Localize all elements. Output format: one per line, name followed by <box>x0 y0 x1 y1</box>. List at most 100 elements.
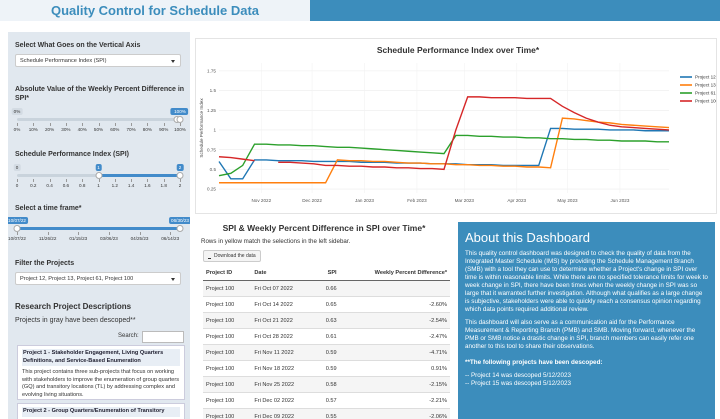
slider-min-label: 0 <box>13 164 21 171</box>
table-cell: Fri Dec 02 2022 <box>251 392 316 409</box>
x-tick-label: Dec 2022 <box>302 198 322 203</box>
slider-tick <box>114 123 116 126</box>
slider-value: 100% <box>172 108 188 115</box>
table-cell <box>339 280 450 297</box>
slider-handle[interactable] <box>176 225 184 232</box>
table-row: Project 100 Fri Dec 02 2022 0.57 -2.21% <box>203 392 450 409</box>
x-tick-label: Apr 2023 <box>507 198 526 203</box>
slider-tick <box>17 123 18 126</box>
table-cell: -2.15% <box>339 376 450 393</box>
slider-tick <box>147 179 149 182</box>
x-tick-label: Jun 2023 <box>610 198 629 203</box>
legend-label: Project 13 <box>695 83 716 88</box>
table-cell: Fri Oct 28 2022 <box>251 328 316 345</box>
input-label: Filter the Projects <box>15 260 75 267</box>
slider-tick <box>78 232 80 235</box>
table-row: Project 100 Fri Nov 11 2022 0.59 -4.71% <box>203 344 450 361</box>
slider-tick <box>33 179 35 182</box>
slider-tick-label: 10/07/22 <box>8 236 26 241</box>
input-label: Select What Goes on the Vertical Axis <box>15 42 141 49</box>
line-series <box>218 134 669 177</box>
search-input[interactable] <box>142 331 184 343</box>
table-cell: 0.63 <box>315 312 340 329</box>
table-cell: -4.71% <box>339 344 450 361</box>
y-tick-label: 1.5 <box>210 88 217 93</box>
table-row: Project 100 Fri Oct 14 2022 0.65 -2.60% <box>203 296 450 313</box>
y-tick-label: 1 <box>213 128 216 133</box>
slider-tick-label: 1.8 <box>160 183 167 188</box>
table-cell: Fri Oct 07 2022 <box>251 280 316 297</box>
x-tick-label: May 2023 <box>557 198 578 203</box>
project-card: Project 1 - Stakeholder Engagement, Livi… <box>17 345 185 400</box>
table-cell: Project 100 <box>203 344 252 361</box>
descoped-item: -- Project 15 was descoped 5/12/2023 <box>465 380 572 387</box>
slider-tick <box>108 232 110 235</box>
table-cell: 0.57 <box>315 392 340 409</box>
slider-handle[interactable] <box>13 225 21 232</box>
slider-tick-label: 03/06/23 <box>99 236 118 241</box>
slider-handle[interactable] <box>176 172 184 179</box>
slider: 10/07/22 11/26/22 01/15/23 03/06/23 04/25/23… <box>8 216 190 246</box>
slider-tick-label: 40% <box>77 127 87 132</box>
slider-tick <box>180 123 181 126</box>
header-row: Project ID Date SPI Weekly Percent Differen… <box>203 266 450 281</box>
slider-handle[interactable] <box>95 172 102 179</box>
note: Projects in gray have been descoped** <box>15 317 136 324</box>
x-tick-label: Mar 2023 <box>455 198 475 203</box>
column-header: Date <box>251 266 316 281</box>
about-paragraph: This quality control dashboard was desig… <box>465 250 708 313</box>
table-note: Rows in yellow match the selections in t… <box>201 238 351 245</box>
slider-tick <box>65 123 67 126</box>
table-cell: Project 100 <box>203 328 252 345</box>
slider-tick-label: 0 <box>15 183 19 188</box>
project-card: Project 2 - Group Quarters/Enumeration o… <box>17 403 185 419</box>
slider-tick-label: 100% <box>174 127 186 132</box>
y-tick-label: 0.5 <box>210 167 217 172</box>
line-chart: Schedule Performance Index over Time* Sc… <box>195 38 717 214</box>
legend-label: Project 100 <box>695 99 717 104</box>
about-paragraph: This dashboard will also serve as a comm… <box>465 319 696 350</box>
slider-value: 06/30/23 <box>169 217 190 224</box>
table-cell: 0.91% <box>339 360 450 377</box>
table-row: Project 100 Fri Nov 25 2022 0.58 -2.15% <box>203 376 450 393</box>
slider-handle[interactable] <box>176 116 184 123</box>
table-row: Project 100 Fri Nov 18 2022 0.59 0.91% <box>203 360 450 377</box>
table-cell: 0.66 <box>315 280 340 297</box>
table-cell: 0.65 <box>315 296 340 313</box>
table-cell: Project 100 <box>203 392 252 409</box>
table-cell: Fri Oct 14 2022 <box>251 296 316 313</box>
slider-tick-label: 0.8 <box>78 183 86 188</box>
slider-tick-label: 70% <box>126 127 136 132</box>
column-header: Project ID <box>203 266 252 281</box>
slider-tick <box>163 123 165 126</box>
legend-label: Project 61 <box>695 91 716 96</box>
slider-track <box>17 118 180 121</box>
slider-tick <box>180 179 181 182</box>
search-label: Search: <box>118 333 139 339</box>
slider-tick-label: 60% <box>110 127 120 132</box>
slider-tick <box>114 179 116 182</box>
table-cell: Fri Nov 18 2022 <box>251 360 316 377</box>
caret <box>171 278 175 281</box>
select-value: Project 12, Project 13, Project 61, Proj… <box>20 276 134 282</box>
line-series <box>219 117 670 184</box>
slider-tick-label: 06/14/23 <box>161 236 180 241</box>
table-cell: Project 100 <box>203 376 252 393</box>
select[interactable]: Schedule Performance Index (SPI) <box>15 54 181 67</box>
y-axis-label: Schedule Performance Index <box>199 98 204 158</box>
card-title: Project 2 - Group Quarters/Enumeration o… <box>22 407 180 417</box>
download-button[interactable]: Download the data <box>203 250 261 262</box>
x-tick-label: Nov 2022 <box>251 198 271 203</box>
slider-tick-label: 1.2 <box>111 183 118 188</box>
slider-value: 1 <box>95 164 102 171</box>
slider-tick-label: 90% <box>159 127 169 132</box>
table-cell: Fri Nov 11 2022 <box>251 344 316 361</box>
select[interactable]: Project 12, Project 13, Project 61, Proj… <box>15 272 181 285</box>
slider-tick-label: 50% <box>93 127 104 132</box>
descoped-item: -- Project 14 was descoped 5/12/2023 <box>465 372 572 379</box>
slider-tick-label: 30% <box>61 127 71 132</box>
table-cell: Project 100 <box>203 408 252 419</box>
card-title: Project 1 - Stakeholder Engagement, Livi… <box>22 349 180 366</box>
slider-tick-label: 20% <box>44 127 55 132</box>
